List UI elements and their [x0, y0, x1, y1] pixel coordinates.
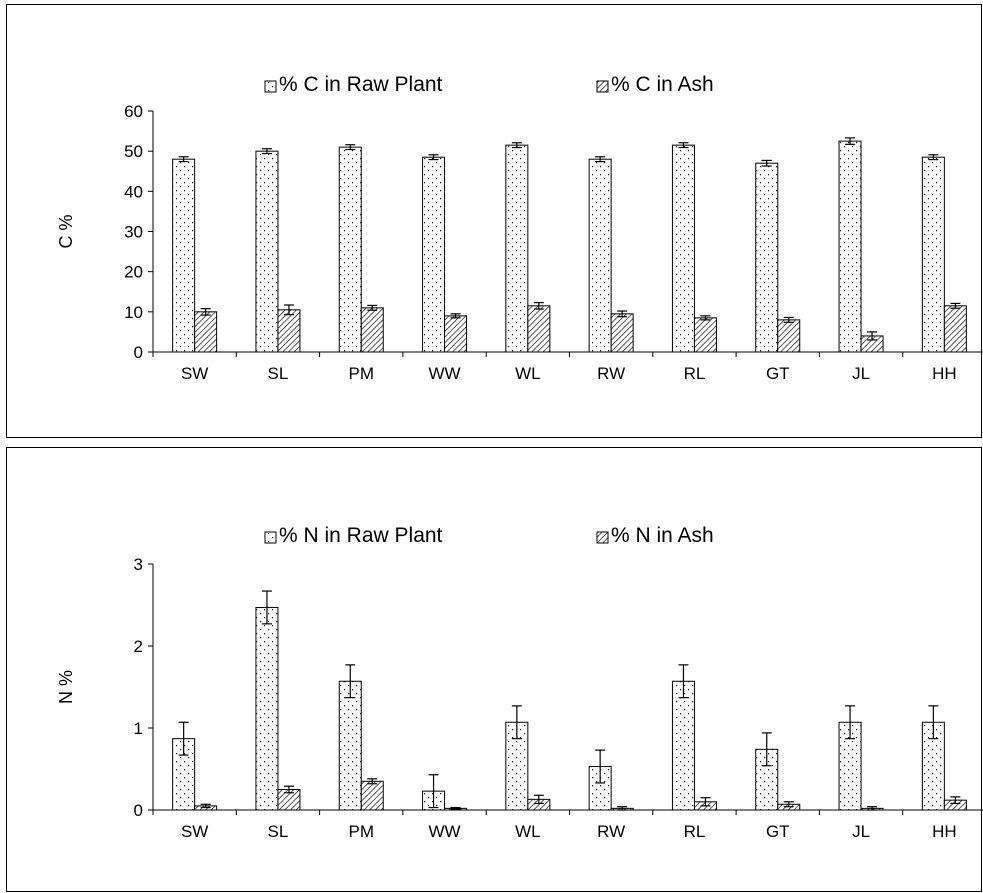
legend-swatch-hatch — [597, 532, 608, 543]
bar-hatch-pm — [361, 781, 383, 810]
x-tick-label: HH — [932, 822, 957, 841]
y-tick-label: 0 — [134, 343, 143, 362]
x-tick-label: HH — [932, 364, 957, 383]
x-tick-label: GT — [766, 822, 790, 841]
x-tick-label: RW — [597, 822, 625, 841]
x-tick-label: JL — [852, 364, 870, 383]
bar-hatch-sl — [278, 310, 300, 352]
y-tick-label: 1 — [134, 719, 143, 738]
y-tick-label: 40 — [124, 182, 143, 201]
bar-dots-sl — [256, 607, 278, 810]
y-tick-label: 20 — [124, 263, 143, 282]
legend-swatch-hatch — [597, 81, 608, 92]
bar-dots-hh — [922, 157, 944, 352]
x-tick-label: SW — [181, 822, 208, 841]
bar-dots-ww — [423, 157, 445, 352]
nitrogen-chart: % N in Raw Plant % N in Ash N % 0 1 2 3 SW SL PM W… — [7, 448, 983, 893]
bar-hatch-rw — [611, 314, 633, 352]
y-tick-label: 0 — [134, 801, 143, 820]
bar-hatch-wl — [528, 306, 550, 352]
bar-dots-pm — [339, 147, 361, 352]
bar-hatch-pm — [361, 308, 383, 352]
y-tick-label: 30 — [124, 223, 143, 242]
x-tick-label: RW — [597, 364, 625, 383]
bar-dots-rl — [672, 145, 694, 352]
bar-dots-sw — [173, 159, 195, 352]
y-axis-label: C % — [56, 214, 76, 248]
bar-hatch-hh — [944, 306, 966, 352]
x-tick-label: RL — [684, 822, 706, 841]
chart-legend: % C in Raw Plant % C in Ash — [265, 73, 714, 96]
legend-label: % C in Ash — [611, 73, 714, 96]
carbon-chart: % C in Raw Plant % C in Ash C % 0 10 20 30 40 50… — [7, 5, 983, 439]
x-tick-label: SL — [268, 822, 289, 841]
y-tick-label: 10 — [124, 303, 143, 322]
bar-hatch-ww — [445, 316, 467, 352]
y-tick-label: 2 — [134, 637, 143, 656]
x-tick-label: WW — [429, 822, 461, 841]
bar-dots-wl — [506, 145, 528, 352]
bar-hatch-gt — [778, 320, 800, 352]
nitrogen-chart-panel: % N in Raw Plant % N in Ash N % 0 1 2 3 SW SL PM W… — [6, 447, 982, 892]
bar-hatch-rl — [694, 318, 716, 352]
bar-dots-jl — [839, 141, 861, 352]
x-tick-label: WL — [515, 364, 541, 383]
bar-dots-pm — [339, 681, 361, 810]
x-tick-label: SW — [181, 364, 208, 383]
x-tick-label: PM — [349, 364, 375, 383]
legend-label: % N in Raw Plant — [279, 524, 443, 547]
x-tick-label: WL — [515, 822, 541, 841]
x-tick-label: WW — [429, 364, 461, 383]
legend-swatch-dots — [265, 81, 276, 92]
legend-label: % C in Raw Plant — [279, 73, 443, 96]
y-tick-label: 60 — [124, 102, 143, 121]
legend-label: % N in Ash — [611, 524, 714, 547]
x-tick-label: GT — [766, 364, 790, 383]
chart-legend: % N in Raw Plant % N in Ash — [265, 524, 714, 547]
bar-dots-sl — [256, 151, 278, 352]
x-tick-label: JL — [852, 822, 870, 841]
carbon-chart-panel: % C in Raw Plant % C in Ash C % 0 10 20 30 40 50… — [6, 4, 982, 438]
y-axis-label: N % — [56, 670, 76, 704]
bar-dots-rl — [672, 681, 694, 810]
y-tick-label: 50 — [124, 142, 143, 161]
x-tick-label: PM — [349, 822, 375, 841]
bar-hatch-sw — [195, 312, 217, 352]
y-tick-label: 3 — [134, 555, 143, 574]
x-tick-label: RL — [684, 364, 706, 383]
x-tick-label: SL — [268, 364, 289, 383]
legend-swatch-dots — [265, 532, 276, 543]
bar-dots-rw — [589, 159, 611, 352]
bar-dots-gt — [756, 163, 778, 352]
